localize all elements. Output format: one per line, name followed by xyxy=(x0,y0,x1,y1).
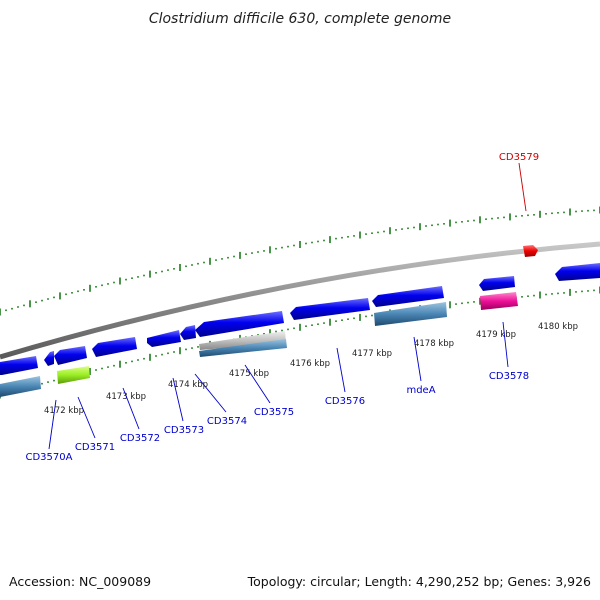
gene-label: CD3570A xyxy=(26,452,73,463)
leader-line xyxy=(244,364,271,404)
outer-tick-ring xyxy=(0,206,600,316)
leader-line xyxy=(77,396,96,439)
tick-label: 4180 kbp xyxy=(538,322,578,332)
cds-arrow xyxy=(555,263,600,281)
kbp-tick-labels: 4172 kbp 4173 kbp 4174 kbp 4175 kbp 4176… xyxy=(44,322,578,416)
cds-block xyxy=(199,339,287,357)
accession-text: Accession: NC_009089 xyxy=(9,574,151,589)
leader-line xyxy=(48,399,57,450)
cds-block-grey xyxy=(199,331,286,350)
genome-backbone xyxy=(0,241,600,360)
cds-arrow xyxy=(54,346,87,365)
gene-leader-lines xyxy=(48,162,527,450)
tick-label: 4174 kbp xyxy=(168,380,208,390)
cds-block-green xyxy=(57,366,90,384)
tick-label: 4177 kbp xyxy=(352,349,392,359)
cds-arrow xyxy=(92,337,137,357)
tick-label: 4179 kbp xyxy=(476,330,516,340)
cds-arrow xyxy=(290,298,370,320)
gene-label: CD3579 xyxy=(499,152,539,163)
tick-label: 4176 kbp xyxy=(290,359,330,369)
gene-label: CD3578 xyxy=(489,371,529,382)
leader-line xyxy=(172,377,184,422)
cds-arrow xyxy=(147,330,181,347)
cds-arrow xyxy=(195,311,284,337)
cds-arrow xyxy=(479,276,515,291)
gene-label: CD3573 xyxy=(164,425,204,436)
cds-arrow xyxy=(180,325,196,340)
gene-label: mdeA xyxy=(406,385,435,396)
leader-line xyxy=(122,387,140,430)
leader-line xyxy=(502,321,509,368)
cds-arrow xyxy=(44,351,54,366)
tick-label: 4178 kbp xyxy=(414,339,454,349)
gene-labels: CD3570A CD3571 CD3572 CD3573 CD3574 CD35… xyxy=(26,152,540,463)
gene-label: CD3572 xyxy=(120,433,160,444)
gene-label: CD3576 xyxy=(325,396,365,407)
gene-label: CD3575 xyxy=(254,407,294,418)
cds-block xyxy=(0,376,41,397)
gene-label: CD3571 xyxy=(75,442,115,453)
leader-line xyxy=(336,347,346,393)
leader-line xyxy=(518,162,527,212)
gene-label: CD3574 xyxy=(207,416,247,427)
cds-block-magenta xyxy=(480,292,518,310)
leader-line xyxy=(413,336,422,382)
leader-line xyxy=(194,373,227,413)
reverse-strand-features xyxy=(0,292,518,397)
cds-arrow xyxy=(0,356,38,375)
cds-arrow-red xyxy=(523,245,538,257)
forward-strand-features xyxy=(0,245,600,375)
tick-label: 4175 kbp xyxy=(229,369,269,379)
map-title: Clostridium difficile 630, complete geno… xyxy=(149,11,451,27)
tick-label: 4173 kbp xyxy=(106,392,146,402)
tick-label: 4172 kbp xyxy=(44,406,84,416)
cds-arrow xyxy=(372,286,444,307)
genome-summary-text: Topology: circular; Length: 4,290,252 bp… xyxy=(247,574,591,589)
cds-block xyxy=(374,302,447,326)
